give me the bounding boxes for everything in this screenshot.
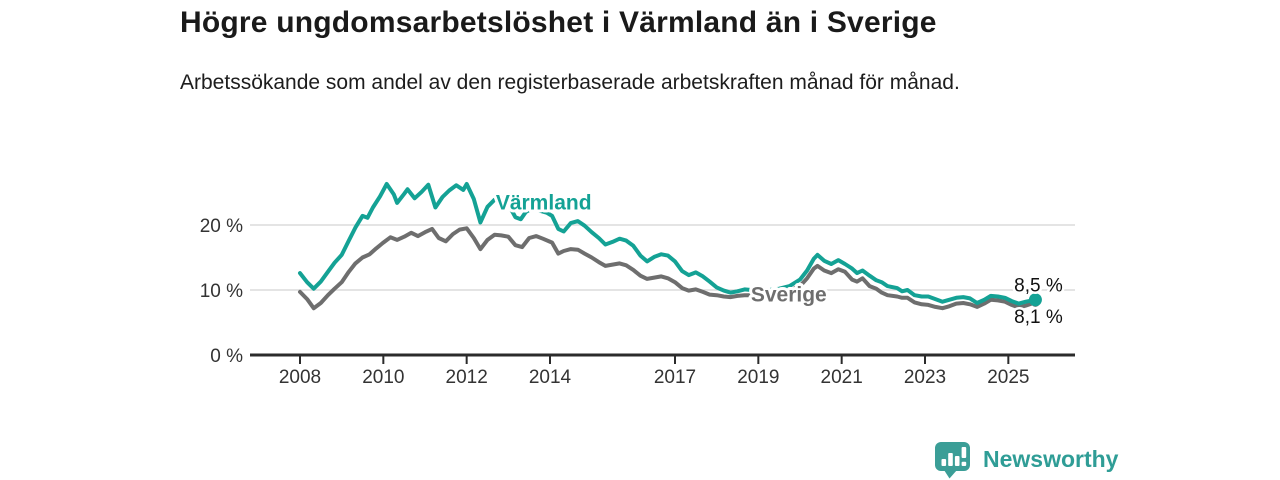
line-varmland (298, 182, 1038, 306)
x-tick-label: 2010 (362, 367, 404, 388)
end-dot-varmland (1028, 293, 1042, 307)
chart-title: Högre ungdomsarbetslöshet i Värmland än … (180, 6, 937, 39)
x-tick-label: 2025 (987, 367, 1029, 388)
series-label-varmland: Värmland (496, 191, 592, 214)
end-value-varmland: 8,5 % (1014, 275, 1063, 296)
newsworthy-icon (935, 442, 970, 479)
x-tick-label: 2019 (737, 367, 779, 388)
y-tick-label: 10 % (200, 281, 243, 302)
brand-name: Newsworthy (983, 446, 1119, 472)
chart-subtitle: Arbetssökande som andel av den registerb… (180, 71, 960, 94)
y-tick-label: 20 % (200, 216, 243, 237)
newsworthy-logo: Newsworthy (932, 440, 1118, 479)
end-value-sverige: 8,1 % (1014, 307, 1063, 328)
x-tick-label: 2012 (446, 367, 488, 388)
x-tick-label: 2021 (821, 367, 863, 388)
x-tick-label: 2008 (279, 367, 321, 388)
line-sverige (298, 226, 1038, 311)
y-tick-label: 0 % (210, 346, 243, 367)
x-tick-label: 2017 (654, 367, 696, 388)
x-tick-label: 2023 (904, 367, 946, 388)
series-label-sverige: Sverige (751, 284, 827, 307)
x-tick-label: 2014 (529, 367, 572, 388)
